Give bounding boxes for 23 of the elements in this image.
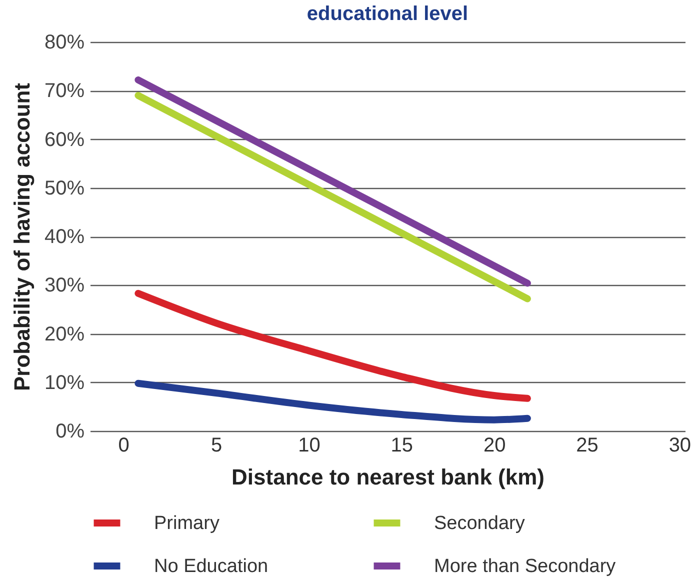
x-tick-label: 30 — [668, 434, 692, 456]
y-tick-label: 80% — [44, 32, 85, 54]
legend-label: No Education — [154, 556, 268, 577]
x-tick-label: 0 — [118, 434, 130, 456]
y-tick-label: 0% — [56, 420, 85, 442]
y-tick-label: 40% — [44, 226, 85, 248]
chart-title: educational level — [306, 3, 468, 25]
x-tick-label: 15 — [390, 434, 414, 456]
y-tick-label: 70% — [44, 80, 85, 102]
y-tick-label: 30% — [44, 274, 85, 297]
x-tick-label: 5 — [210, 434, 222, 456]
y-axis-title: Probability of having account — [9, 82, 34, 392]
y-tick-label: 50% — [44, 177, 85, 200]
y-tick-label: 10% — [44, 372, 85, 394]
x-tick-label: 10 — [298, 434, 320, 456]
x-tick-label: 25 — [576, 434, 598, 456]
y-tick-label: 60% — [44, 128, 85, 151]
legend-label: Secondary — [434, 513, 526, 534]
y-tick-label: 20% — [44, 323, 85, 346]
legend-label: Primary — [154, 513, 220, 534]
x-tick-label: 20 — [483, 434, 506, 456]
legend-label: More than Secondary — [434, 556, 616, 577]
x-axis-title: Distance to nearest bank (km) — [232, 464, 544, 490]
